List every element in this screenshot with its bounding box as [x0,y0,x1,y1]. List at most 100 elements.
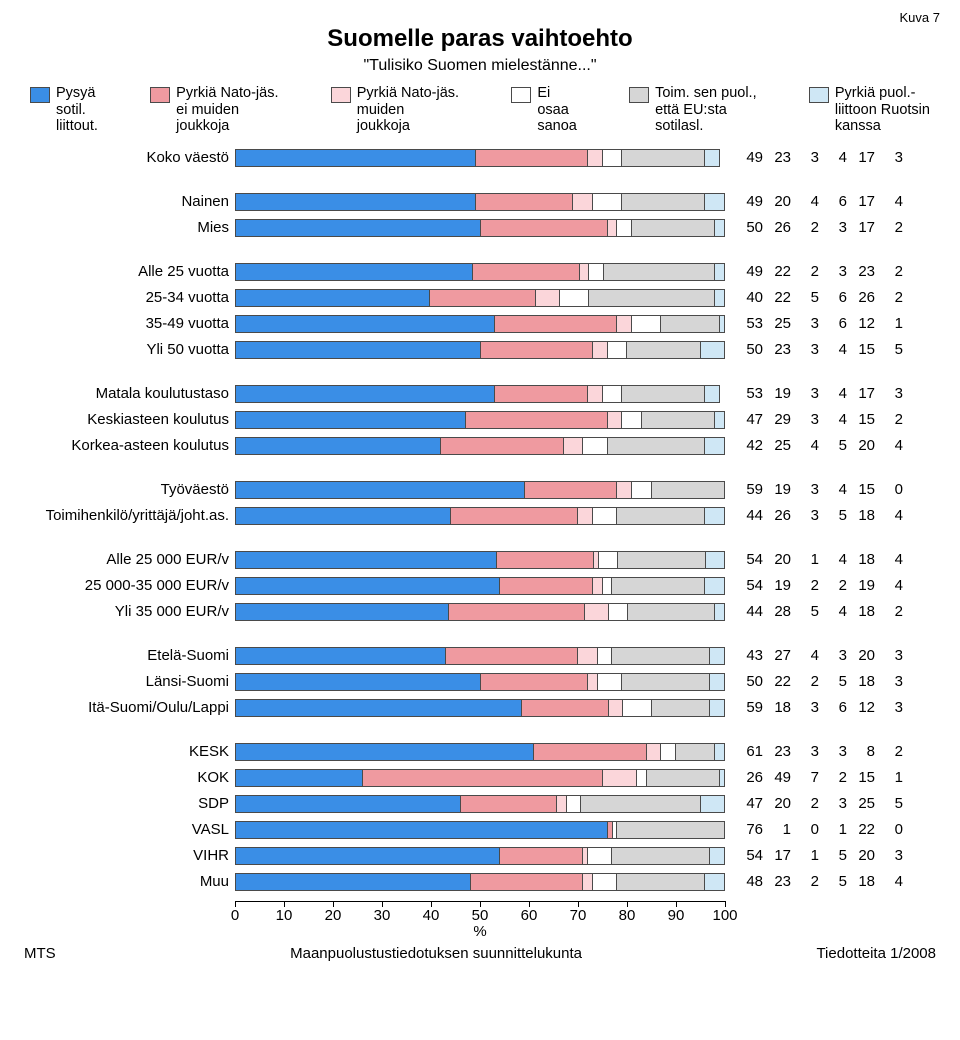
bar-segment [236,149,476,167]
bar-row [235,381,725,407]
value-cell: 3 [819,215,847,241]
stacked-bar [235,315,725,333]
bar-segment [500,847,583,865]
value-cell: 1 [875,765,903,791]
bar-segment [236,551,497,569]
bar-segment [236,577,500,595]
bar-segment [466,411,608,429]
value-cell: 59 [735,695,763,721]
value-cell: 23 [763,869,791,895]
value-cell: 4 [791,643,819,669]
row-label: Korkea-asteen koulutus [20,433,235,459]
value-cell: 26 [735,765,763,791]
row-label: Länsi-Suomi [20,669,235,695]
bar-segment [710,699,725,717]
bar-segment [236,673,481,691]
row-label: Muu [20,869,235,895]
bar-segment [236,481,525,499]
stacked-bar [235,847,725,865]
bar-segment [622,193,705,211]
stacked-bar [235,673,725,691]
bar-segment [236,315,495,333]
tick-label: 20 [325,907,342,924]
bar-segment [593,577,603,595]
row-values: 541715203 [725,843,945,869]
bar-segment [461,795,557,813]
bar-row [235,285,725,311]
bar-segment [593,341,608,359]
value-cell: 1 [791,547,819,573]
bar-segment [430,289,537,307]
bar-segment [705,385,720,403]
bar-segment [236,647,446,665]
stacked-bar [235,795,725,813]
row-group: Alle 25 vuotta25-34 vuotta35-49 vuottaYl… [20,259,235,363]
bar-segment [585,603,609,621]
tick-label: 100 [712,907,737,924]
bar-segment [236,263,473,281]
bar-segment [608,341,628,359]
value-cell: 1 [763,817,791,843]
bar-segment [236,699,522,717]
value-cell: 3 [875,695,903,721]
bar-segment [652,699,710,717]
row-label: SDP [20,791,235,817]
value-cell: 20 [847,843,875,869]
legend-item: Pysyäsotil.liittout. [30,85,98,135]
row-values: 472934152 [725,407,945,433]
value-cell: 3 [791,337,819,363]
tick-label: 40 [423,907,440,924]
bar-segment [441,437,563,455]
bar-segment [715,263,725,281]
bar-segment [642,411,715,429]
row-group: 492334173 [725,145,945,171]
bar-segment [236,795,461,813]
stacked-bar [235,507,725,525]
value-cell: 3 [791,311,819,337]
row-group [235,189,725,241]
value-cell: 4 [819,337,847,363]
row-values: 482325184 [725,869,945,895]
bar-row [235,337,725,363]
value-cell: 54 [735,547,763,573]
bar-segment [647,769,720,787]
bar-segment [593,507,617,525]
bar-segment [603,769,637,787]
tick-label: 30 [374,907,391,924]
bars-column: 0102030405060708090100% [235,145,725,939]
value-cell: 8 [847,739,875,765]
stacked-bar [235,263,725,281]
value-cell: 5 [791,285,819,311]
value-cell: 2 [791,791,819,817]
value-cell: 18 [847,547,875,573]
bar-segment [446,647,578,665]
stacked-bar [235,743,725,761]
bar-segment [593,193,622,211]
bar-segment [701,795,725,813]
row-label: Yli 50 vuotta [20,337,235,363]
value-cell: 3 [875,669,903,695]
tick-label: 70 [570,907,587,924]
row-group [235,259,725,363]
row-label: Toimihenkilö/yrittäjä/joht.as. [20,503,235,529]
footer-left: MTS [24,945,56,962]
value-cell: 5 [875,791,903,817]
row-values: 472023255 [725,791,945,817]
value-cell: 54 [735,843,763,869]
row-label: Matala koulutustaso [20,381,235,407]
bar-segment [612,847,710,865]
bar-row [235,189,725,215]
value-cell: 3 [791,407,819,433]
row-label: VASL [20,817,235,843]
value-cell: 19 [763,381,791,407]
row-values: 492223232 [725,259,945,285]
bar-segment [236,341,481,359]
bar-segment [710,673,725,691]
value-cell: 2 [791,259,819,285]
value-cell: 17 [847,215,875,241]
legend-swatch [30,87,50,103]
bar-row [235,843,725,869]
value-cell: 4 [875,573,903,599]
stacked-bar [235,821,725,839]
bar-segment [236,847,500,865]
